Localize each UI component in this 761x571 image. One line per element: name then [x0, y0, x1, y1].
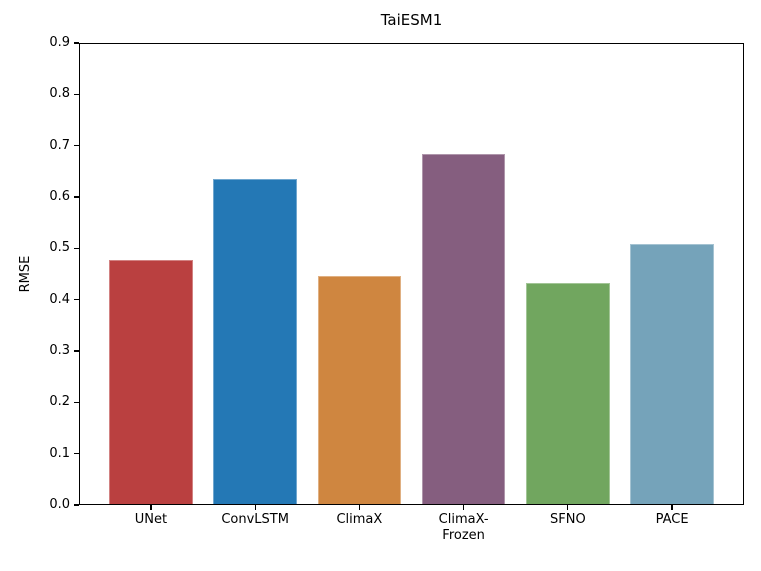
- y-tick-label: 0.1: [49, 445, 70, 461]
- y-tick-mark: [74, 247, 79, 249]
- y-tick-mark: [74, 145, 79, 147]
- bar-unet: [109, 259, 193, 505]
- y-tick-mark: [74, 196, 79, 198]
- x-tick-mark: [358, 505, 361, 510]
- y-tick-label: 0.4: [49, 291, 70, 307]
- y-tick-label: 0.7: [49, 137, 70, 153]
- bar-climax: [317, 275, 402, 505]
- y-tick-mark: [74, 453, 79, 455]
- x-tick-label: SFNO: [550, 512, 586, 527]
- bar-pace: [630, 244, 714, 505]
- y-tick-mark: [74, 504, 79, 506]
- y-tick-label: 0.3: [49, 343, 70, 358]
- y-tick-label: 0.6: [49, 189, 70, 204]
- y-tick-mark: [74, 401, 79, 403]
- x-tick-mark: [671, 505, 673, 510]
- x-tick-mark: [567, 505, 569, 510]
- x-tick-mark: [150, 505, 152, 510]
- x-tick-mark: [254, 505, 256, 510]
- y-tick-label: 0.2: [49, 394, 70, 410]
- y-tick-label: 0.0: [49, 497, 70, 512]
- x-tick-mark: [462, 505, 465, 510]
- y-tick-mark: [74, 93, 79, 95]
- x-tick-label: UNet: [134, 512, 168, 527]
- y-tick-label: 0.9: [49, 35, 70, 50]
- x-tick-label: ClimaX: [336, 512, 383, 527]
- bar-convlstm: [213, 179, 297, 505]
- x-tick-label: ConvLSTM: [221, 512, 289, 527]
- x-tick-label: PACE: [655, 512, 689, 527]
- bar-sfno: [526, 283, 610, 505]
- bar-climax-frozen: [421, 153, 506, 505]
- y-tick-mark: [74, 350, 79, 352]
- x-tick-label: ClimaX- Frozen: [438, 512, 489, 543]
- chart-title: TaiESM1: [380, 11, 443, 29]
- y-tick-label: 0.8: [49, 86, 70, 102]
- y-tick-mark: [74, 299, 79, 301]
- y-tick-mark: [74, 42, 79, 44]
- y-tick-label: 0.5: [49, 240, 70, 256]
